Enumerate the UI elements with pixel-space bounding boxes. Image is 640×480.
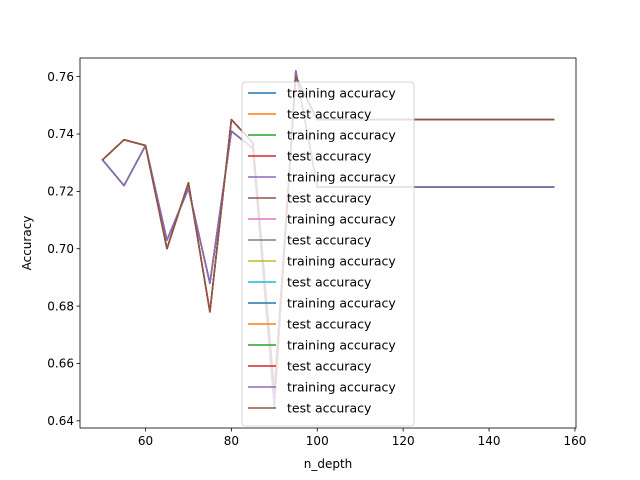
legend-label-11: test accuracy xyxy=(287,317,372,332)
y-tick-label: 0.66 xyxy=(47,357,74,371)
legend-label-10: training accuracy xyxy=(287,296,396,311)
x-tick-label: 120 xyxy=(392,434,415,448)
legend-label-5: test accuracy xyxy=(287,191,372,206)
y-tick-label: 0.74 xyxy=(47,127,74,141)
legend-label-3: test accuracy xyxy=(287,149,372,164)
x-tick-label: 160 xyxy=(563,434,586,448)
legend-label-15: test accuracy xyxy=(287,401,372,416)
y-tick-label: 0.68 xyxy=(47,299,74,313)
y-tick-label: 0.70 xyxy=(47,242,74,256)
legend-label-0: training accuracy xyxy=(287,86,396,101)
x-tick-label: 80 xyxy=(224,434,239,448)
legend: training accuracy test accuracy training a… xyxy=(241,81,415,427)
x-axis: 60 80 100 120 140 160 xyxy=(138,428,586,448)
x-axis-label: n_depth xyxy=(304,457,353,471)
x-tick-label: 60 xyxy=(138,434,153,448)
legend-label-13: test accuracy xyxy=(287,359,372,374)
legend-label-9: test accuracy xyxy=(287,275,372,290)
y-axis-label: Accuracy xyxy=(20,216,34,271)
x-tick-label: 100 xyxy=(306,434,329,448)
legend-label-4: training accuracy xyxy=(287,170,396,185)
legend-label-8: training accuracy xyxy=(287,254,396,269)
legend-label-12: training accuracy xyxy=(287,338,396,353)
legend-label-1: test accuracy xyxy=(287,107,372,122)
plot-area-frame xyxy=(79,57,577,429)
legend-label-6: training accuracy xyxy=(287,212,396,227)
y-axis: 0.64 0.66 0.68 0.70 0.72 0.74 0.76 xyxy=(47,70,80,428)
legend-label-2: training accuracy xyxy=(287,128,396,143)
y-tick-label: 0.72 xyxy=(47,185,74,199)
y-tick-label: 0.76 xyxy=(47,70,74,84)
x-tick-label: 140 xyxy=(478,434,501,448)
y-tick-label: 0.64 xyxy=(47,414,74,428)
legend-label-14: training accuracy xyxy=(287,380,396,395)
legend-label-7: test accuracy xyxy=(287,233,372,248)
legend-box xyxy=(241,81,415,427)
